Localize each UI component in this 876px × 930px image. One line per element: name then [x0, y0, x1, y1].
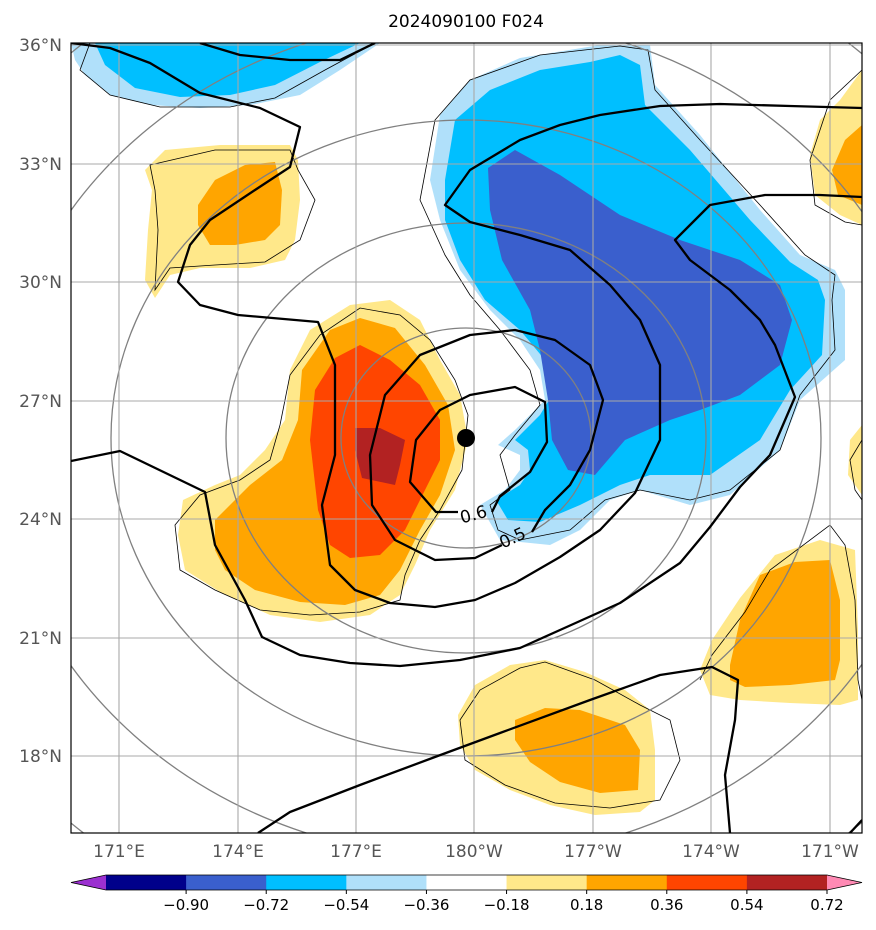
colorbar-tick-label: −0.36 — [403, 896, 449, 914]
colorbar-tick-label: −0.90 — [163, 896, 209, 914]
colorbar-extend-max — [827, 875, 862, 890]
colorbar-segment — [506, 875, 588, 890]
colorbar-tick-label: 0.72 — [810, 896, 843, 914]
storm-center-dot — [457, 429, 475, 447]
lon-label: 174°W — [682, 842, 740, 862]
shaded-field-layer — [71, 43, 862, 815]
lon-label: 177°W — [564, 842, 622, 862]
colorbar-extend-min — [71, 875, 106, 890]
colorbar-tick-label: −0.54 — [323, 896, 369, 914]
thick-contour-layer — [71, 43, 862, 833]
colorbar-tick-label: −0.72 — [243, 896, 289, 914]
colorbar-segment — [106, 875, 187, 890]
lon-label: 171°W — [801, 842, 859, 862]
thin-contour-layer — [79, 43, 862, 809]
lat-label: 30°N — [19, 273, 62, 293]
lat-label: 24°N — [19, 510, 62, 530]
contour-nw-top — [199, 43, 376, 62]
colorbar-tick-label: −0.18 — [484, 896, 530, 914]
colorbar-tick-label: 0.18 — [570, 896, 603, 914]
contour-outer-1 — [71, 193, 862, 668]
colorbar-segment — [426, 875, 508, 890]
contour-south — [257, 665, 740, 833]
lat-label: 33°N — [19, 155, 62, 175]
map-title: 2024090100 F024 — [388, 12, 544, 32]
pos-anomaly-e-light — [848, 425, 862, 495]
colorbar-segment — [186, 875, 267, 890]
lon-label: 171°E — [93, 842, 145, 862]
lat-label: 36°N — [19, 36, 62, 56]
lat-label: 27°N — [19, 392, 62, 412]
lat-label: 21°N — [19, 629, 62, 649]
colorbar-segment — [266, 875, 347, 890]
colorbar-tick-label: 0.54 — [730, 896, 763, 914]
colorbar-tick-label: 0.36 — [650, 896, 683, 914]
colorbar-segment — [666, 875, 748, 890]
latitude-labels: 36°N 33°N 30°N 27°N 24°N 21°N 18°N — [19, 36, 62, 767]
lon-label: 180°W — [445, 842, 503, 862]
lon-label: 174°E — [212, 842, 264, 862]
colorbar-outline — [70, 874, 863, 891]
pos-anomaly-ne-mid — [832, 125, 862, 205]
contour-se-edge — [849, 819, 862, 833]
lat-label: 18°N — [19, 747, 62, 767]
longitude-labels: 171°E 174°E 177°E 180°W 177°W 174°W 171°… — [93, 842, 859, 862]
map-frame — [70, 42, 863, 834]
colorbar-segment — [586, 875, 668, 890]
contour-06 — [408, 385, 549, 514]
contour-05 — [368, 328, 605, 562]
pos-anomaly-nw-mid — [198, 162, 282, 245]
colorbar: −0.90 −0.72 −0.54 −0.36 −0.18 0.18 0.36 0.54 0.7… — [70, 874, 863, 914]
neg-anomaly-nw-mid — [95, 43, 360, 97]
contour-outer-2 — [71, 43, 862, 609]
pos-anomaly-central-peak — [355, 428, 405, 485]
lon-label: 177°E — [330, 842, 382, 862]
neg-anomaly-strong — [488, 150, 792, 475]
colorbar-segment — [346, 875, 427, 890]
colorbar-segment — [746, 875, 828, 890]
